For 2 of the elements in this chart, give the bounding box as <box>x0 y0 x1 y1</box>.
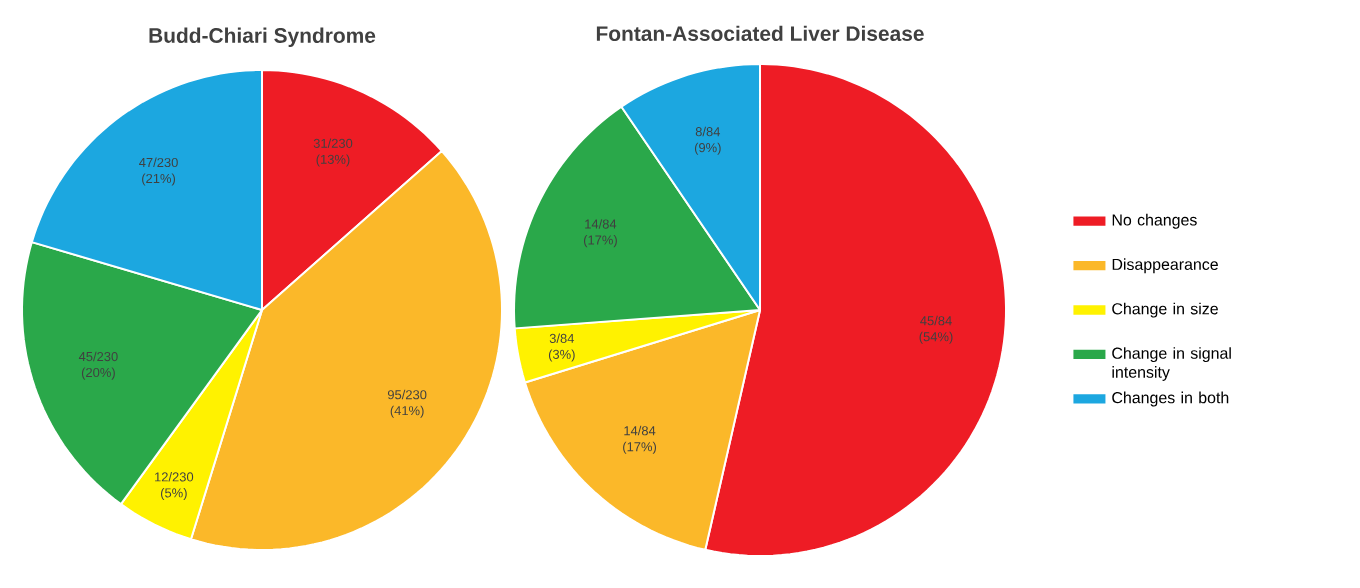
chart-title: Budd-Chiari Syndrome <box>149 27 376 48</box>
chart-title: Fontan-Associated Liver Disease <box>596 25 924 42</box>
